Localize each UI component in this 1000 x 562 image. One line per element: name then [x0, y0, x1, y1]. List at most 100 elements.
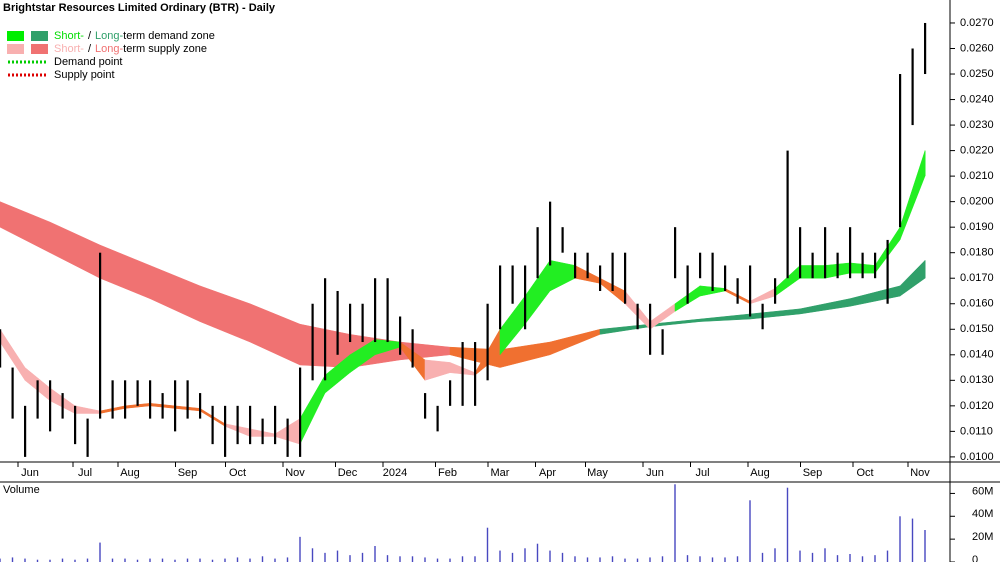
volume-bar	[499, 550, 501, 562]
volume-bar	[274, 558, 276, 562]
volume-bar	[649, 557, 651, 562]
price-bar	[786, 150, 789, 279]
price-bar	[736, 278, 739, 304]
volume-bar	[911, 518, 914, 562]
volume-bar	[724, 557, 726, 562]
volume-bar	[36, 559, 39, 562]
y-tick-label: 0.0100	[960, 451, 994, 463]
legend-text: Demand point	[54, 56, 123, 68]
x-tick-label: Apr	[539, 467, 556, 479]
price-bar	[211, 405, 214, 445]
price-bar	[311, 303, 314, 381]
price-bar	[661, 329, 664, 355]
x-tick-label: Dec	[338, 467, 358, 479]
x-tick-label: May	[587, 467, 608, 479]
price-bar	[749, 265, 752, 317]
y-tick-label: 0.0170	[960, 272, 994, 284]
price-bar	[574, 252, 577, 279]
volume-bar	[436, 558, 439, 562]
price-bar	[499, 265, 502, 330]
x-tick-label: Jul	[695, 467, 709, 479]
volume-bar	[561, 552, 564, 562]
price-bar	[11, 367, 14, 419]
volume-bar	[849, 554, 851, 562]
price-bar	[411, 329, 414, 368]
price-bar	[336, 290, 339, 355]
legend-text: term demand zone	[123, 30, 215, 42]
volume-bar	[111, 558, 114, 562]
volume-bar	[524, 548, 526, 562]
y-tick-label: 0.0230	[960, 119, 994, 131]
legend-entry: Supply point	[54, 69, 115, 81]
legend: Short- / Long-term demand zone Short- / Long-…	[7, 30, 215, 81]
x-tick-label: Sep	[803, 467, 823, 479]
volume-bar	[136, 559, 139, 562]
price-bar	[886, 239, 889, 304]
price-bar	[99, 252, 102, 419]
x-tick-label: Sep	[178, 467, 198, 479]
y-tick-label: 0.0140	[960, 349, 994, 361]
volume-bar	[299, 536, 301, 562]
price-bar	[236, 405, 239, 445]
price-bar	[474, 342, 477, 406]
volume-bar	[174, 559, 176, 562]
volume-bar	[186, 558, 189, 562]
volume-bar	[474, 556, 476, 562]
y-tick-label: 0.0150	[960, 323, 994, 335]
y-tick-label: 0.0190	[960, 221, 994, 233]
volume-bar	[486, 527, 489, 562]
volume-bar	[861, 556, 864, 562]
volume-bar	[199, 558, 201, 562]
price-bar	[524, 265, 527, 330]
price-bar	[599, 265, 602, 291]
volume-bar	[886, 550, 889, 562]
legend-text: term supply zone	[123, 43, 207, 55]
price-bar	[636, 303, 639, 330]
volume-bar	[11, 557, 14, 562]
price-bar	[61, 393, 64, 419]
price-bar	[899, 74, 902, 228]
price-bar	[486, 303, 489, 381]
price-bar	[836, 252, 839, 279]
x-tick-label: Oct	[229, 467, 246, 479]
x-tick-label: Feb	[438, 467, 457, 479]
price-bar	[424, 393, 427, 419]
price-bar	[161, 393, 164, 419]
volume-bar	[24, 558, 26, 562]
volume-bar	[874, 555, 876, 562]
x-tick-label: Oct	[856, 467, 873, 479]
volume-bar	[574, 556, 576, 562]
price-bar	[199, 393, 202, 419]
price-bar	[449, 380, 452, 406]
legend-text: Short-	[54, 43, 84, 55]
x-tick-label: 2024	[383, 467, 407, 479]
price-bar	[374, 278, 377, 343]
volume-bar	[686, 555, 689, 562]
volume-bar	[374, 546, 376, 562]
volume-bar	[386, 555, 389, 562]
x-tick-label: Jun	[646, 467, 664, 479]
volume-bar	[211, 559, 214, 562]
y-tick-label: 0.0220	[960, 145, 994, 157]
price-bar	[274, 405, 277, 445]
price-bar	[49, 380, 52, 432]
volume-tick-label: 20M	[972, 531, 993, 543]
y-tick-label: 0.0270	[960, 17, 994, 29]
price-bar	[361, 303, 364, 343]
price-bar	[511, 265, 514, 304]
volume-bar	[86, 558, 89, 562]
volume-bar	[774, 548, 776, 562]
y-tick-label: 0.0180	[960, 247, 994, 259]
price-bar	[561, 227, 564, 253]
x-tick-label: Nov	[910, 467, 930, 479]
volume-bar	[661, 556, 664, 562]
price-bar	[911, 48, 914, 126]
volume-bar	[324, 552, 326, 562]
volume-bar	[711, 557, 714, 562]
price-bar	[174, 380, 177, 432]
price-bar	[224, 405, 227, 457]
x-tick-label: Jul	[78, 467, 92, 479]
price-bar	[436, 405, 439, 432]
volume-bar	[286, 557, 289, 562]
legend-swatch	[31, 31, 48, 41]
